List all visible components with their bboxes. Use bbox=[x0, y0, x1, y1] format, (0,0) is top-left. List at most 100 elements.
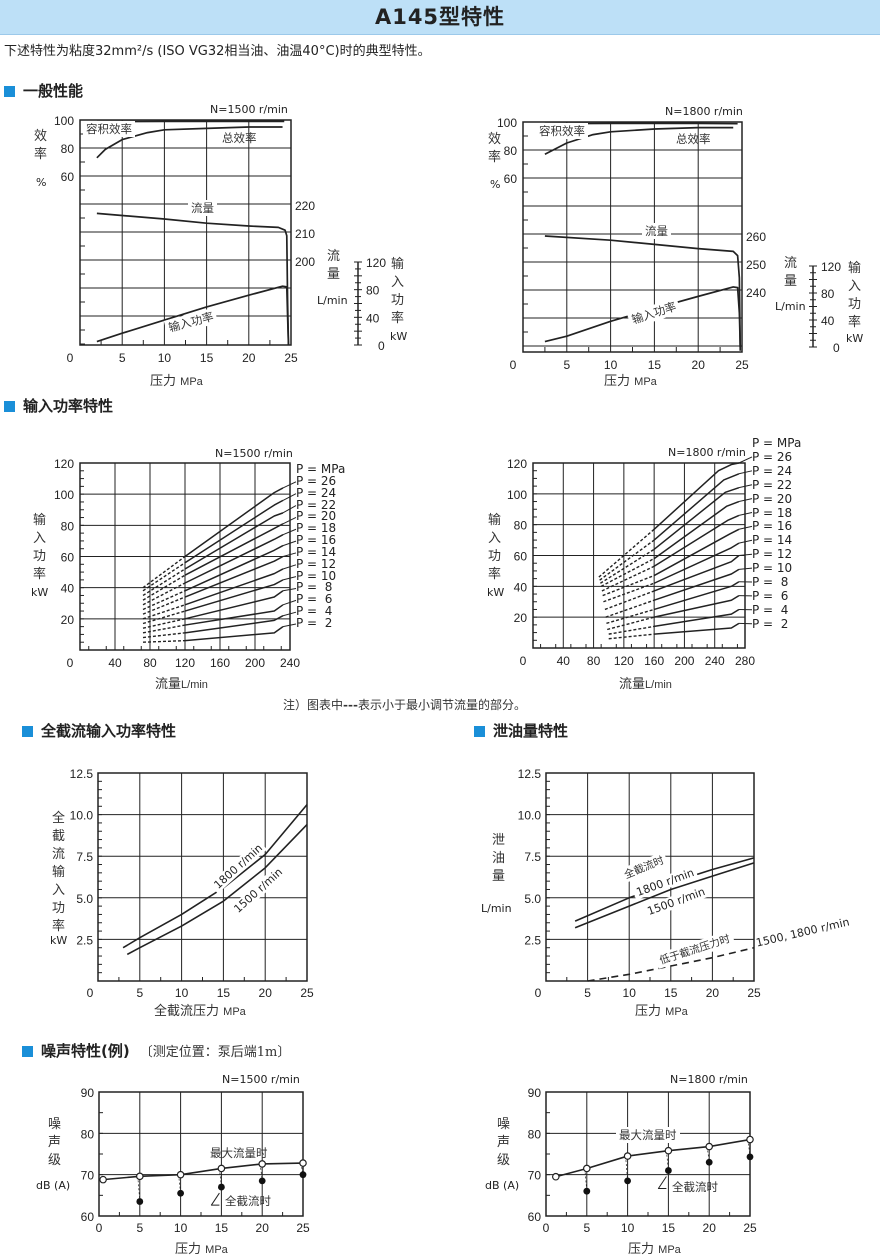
open-circle-marker bbox=[176, 1170, 185, 1179]
curve-label-flow: 流量 bbox=[642, 223, 671, 239]
x-tick-label: 10 bbox=[623, 986, 637, 1000]
curve-dashed-9 bbox=[606, 608, 655, 625]
legend-leader bbox=[738, 484, 753, 489]
y-tick-label: 5.0 bbox=[76, 892, 93, 906]
y-tick-label: 12.5 bbox=[70, 767, 94, 781]
x-tick-label: 15 bbox=[664, 986, 678, 1000]
filled-circle-marker bbox=[136, 1198, 144, 1205]
x-tick-label: 10 bbox=[158, 351, 172, 365]
section-title: 一般性能 bbox=[23, 82, 84, 100]
y-tick-label: 12.5 bbox=[518, 767, 542, 781]
x-tick-label: 15 bbox=[662, 1221, 676, 1235]
y-tick-label: 2.5 bbox=[524, 933, 541, 947]
curve-dashed-10 bbox=[607, 616, 655, 631]
section-marker bbox=[22, 726, 33, 737]
flow-axis-label: 流量 bbox=[784, 256, 798, 289]
curve-dashed-6 bbox=[142, 596, 186, 615]
legend-item: P = 12 bbox=[296, 556, 337, 571]
legend-item: P = 6 bbox=[752, 588, 789, 603]
filled-circle-marker bbox=[583, 1187, 591, 1195]
y-tick-label: 7.5 bbox=[76, 850, 93, 864]
x-axis-label-text: 压力 bbox=[628, 1242, 655, 1257]
legend-leader bbox=[282, 576, 297, 581]
x-tick-label: 120 bbox=[175, 656, 195, 670]
x-axis-label: 流量L/min bbox=[619, 673, 672, 692]
flow-tick-label: 250 bbox=[746, 258, 766, 272]
y-axis-label: 全截流输入功率 bbox=[52, 811, 66, 934]
intro-text: 下述特性为粘度32mm²/s (ISO VG32相当油、油温40°C)时的典型特… bbox=[4, 44, 431, 59]
filled-circle-marker bbox=[258, 1177, 266, 1185]
legend-item: P = 2 bbox=[296, 615, 333, 630]
curve-solid-3 bbox=[653, 500, 740, 560]
y-tick-label: 100 bbox=[54, 488, 74, 502]
connector-line bbox=[747, 1139, 751, 1157]
section-marker bbox=[4, 401, 15, 412]
section-marker bbox=[4, 86, 15, 97]
note-dash: --- bbox=[343, 698, 358, 712]
section-cutoff-power: 全截流输入功率特性 bbox=[22, 720, 176, 741]
section-drain: 泄油量特性 bbox=[474, 720, 568, 741]
section-input-power: 输入功率特性 bbox=[4, 395, 113, 416]
x-axis-label-text: 压力 bbox=[604, 374, 631, 389]
x-tick-label: 0 bbox=[67, 351, 74, 365]
curve-solid-5 bbox=[184, 544, 284, 592]
y-tick-label: 20 bbox=[514, 611, 528, 625]
curve-solid-4 bbox=[653, 514, 740, 567]
curve-solid-12 bbox=[654, 622, 740, 635]
curve-dashed-11 bbox=[142, 632, 186, 639]
open-circle-marker bbox=[623, 1152, 632, 1160]
legend-item: P = 10 bbox=[752, 561, 793, 576]
curve-efficiency bbox=[96, 126, 283, 159]
legend-item: P = 10 bbox=[296, 568, 337, 583]
connector-line bbox=[178, 1174, 181, 1194]
power-axis-label: 输入功率 bbox=[391, 257, 405, 326]
legend-leader bbox=[738, 553, 753, 556]
flow-tick-label: 210 bbox=[295, 227, 315, 241]
x-tick-label: 160 bbox=[644, 654, 664, 668]
power-tick-label: 120 bbox=[821, 260, 841, 274]
y-tick-label: 100 bbox=[507, 488, 527, 502]
curve-max-flow bbox=[103, 1162, 304, 1181]
filled-circle-marker bbox=[218, 1183, 225, 1191]
legend-header: P = MPa bbox=[296, 462, 346, 476]
x-tick-label: 5 bbox=[584, 986, 591, 1000]
curve-solid-10 bbox=[184, 604, 284, 626]
y-tick-label: 5.0 bbox=[524, 892, 541, 906]
curve-label-cutoff: 全截流时 bbox=[672, 1180, 718, 1194]
filled-circle-marker bbox=[705, 1158, 713, 1166]
y-tick-label: 60 bbox=[61, 551, 75, 565]
curve-solid-8 bbox=[184, 579, 284, 612]
y-axis-unit: % bbox=[36, 176, 47, 189]
pressure-legend: P = MPa P = 26 P = 24 P = 22 P = 20 P = 18 P =… bbox=[296, 462, 346, 630]
x-tick-label: 240 bbox=[280, 656, 300, 670]
curve-dashed-8 bbox=[605, 599, 655, 618]
connector-line bbox=[219, 1168, 222, 1188]
x-axis-label-text: 全截流压力 bbox=[154, 1004, 220, 1019]
connector-line bbox=[259, 1163, 263, 1181]
x-axis-unit: MPa bbox=[634, 376, 657, 388]
curve-solid-2 bbox=[653, 486, 740, 550]
legend-leader bbox=[282, 588, 297, 592]
x-tick-label: 25 bbox=[296, 1221, 310, 1235]
y-tick-label: 70 bbox=[528, 1169, 542, 1183]
x-axis-unit: MPa bbox=[665, 1006, 688, 1018]
efficiency-tick-label: 100 bbox=[54, 114, 74, 128]
x-tick-label: 200 bbox=[245, 656, 265, 670]
x-tick-label: 20 bbox=[703, 1221, 717, 1235]
x-axis-unit: L/min bbox=[181, 679, 208, 691]
plot-frame bbox=[98, 1091, 304, 1217]
x-tick-label: 5 bbox=[136, 1221, 143, 1235]
y-tick-label: 60 bbox=[81, 1210, 95, 1224]
flow-axis-unit: L/min bbox=[317, 294, 348, 307]
curve-label-total: 总效率 bbox=[222, 131, 257, 145]
x-tick-label: 10 bbox=[604, 358, 618, 372]
legend-leader bbox=[282, 540, 297, 547]
y-tick-label: 80 bbox=[81, 1127, 95, 1141]
y-tick-label: 10.0 bbox=[70, 809, 94, 823]
y-axis-label-efficiency: 效率 bbox=[488, 132, 502, 165]
x-tick-label: 80 bbox=[143, 656, 157, 670]
open-circle-marker bbox=[664, 1146, 673, 1155]
legend-leader bbox=[282, 528, 297, 536]
y-tick-label: 20 bbox=[61, 613, 75, 627]
